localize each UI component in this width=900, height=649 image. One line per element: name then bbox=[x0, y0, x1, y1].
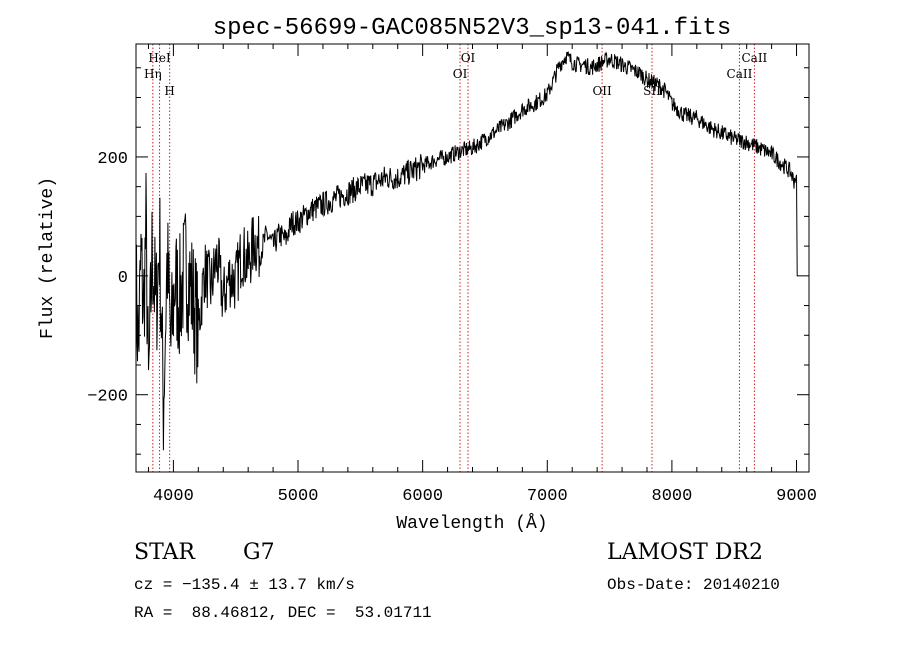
coordinates: RA = 88.46812, DEC = 53.01711 bbox=[134, 604, 432, 622]
x-tick-label-5000: 5000 bbox=[278, 487, 319, 506]
x-tick-label-4000: 4000 bbox=[153, 487, 194, 506]
line-marker-label-3: OI bbox=[453, 67, 468, 81]
x-tick-label-9000: 9000 bbox=[776, 487, 817, 506]
x-tick-label-8000: 8000 bbox=[652, 487, 693, 506]
line-marker-label-4: OI bbox=[461, 51, 476, 65]
line-marker-label-1: HeI bbox=[148, 51, 171, 65]
x-tick-label-7000: 7000 bbox=[527, 487, 568, 506]
line-marker-label-5: OII bbox=[592, 84, 612, 98]
redshift-line: cz = −135.4 ± 13.7 km/s bbox=[134, 576, 355, 594]
object-class: STAR bbox=[134, 540, 195, 565]
obs-date: Obs-Date: 20140210 bbox=[607, 576, 780, 594]
x-axis-label: Wavelength (Å) bbox=[396, 513, 547, 534]
line-marker-label-8: CaII bbox=[741, 51, 767, 65]
line-marker-label-0: Hη bbox=[144, 67, 162, 81]
y-axis-label: Flux (relative) bbox=[38, 177, 58, 339]
y-tick-label-0: 0 bbox=[118, 269, 128, 288]
object-subclass: G7 bbox=[243, 540, 275, 565]
y-tick-label--200: −200 bbox=[87, 388, 128, 407]
plot-frame bbox=[135, 43, 810, 473]
line-marker-label-2: H bbox=[164, 84, 174, 98]
spectrum-series-line bbox=[135, 51, 798, 451]
survey-name: LAMOST DR2 bbox=[607, 540, 763, 565]
x-tick-label-6000: 6000 bbox=[402, 487, 443, 506]
line-marker-label-7: CaII bbox=[727, 67, 753, 81]
y-tick-label-200: 200 bbox=[97, 150, 128, 169]
chart-title: spec-56699-GAC085N52V3_sp13-041.fits bbox=[213, 15, 731, 42]
